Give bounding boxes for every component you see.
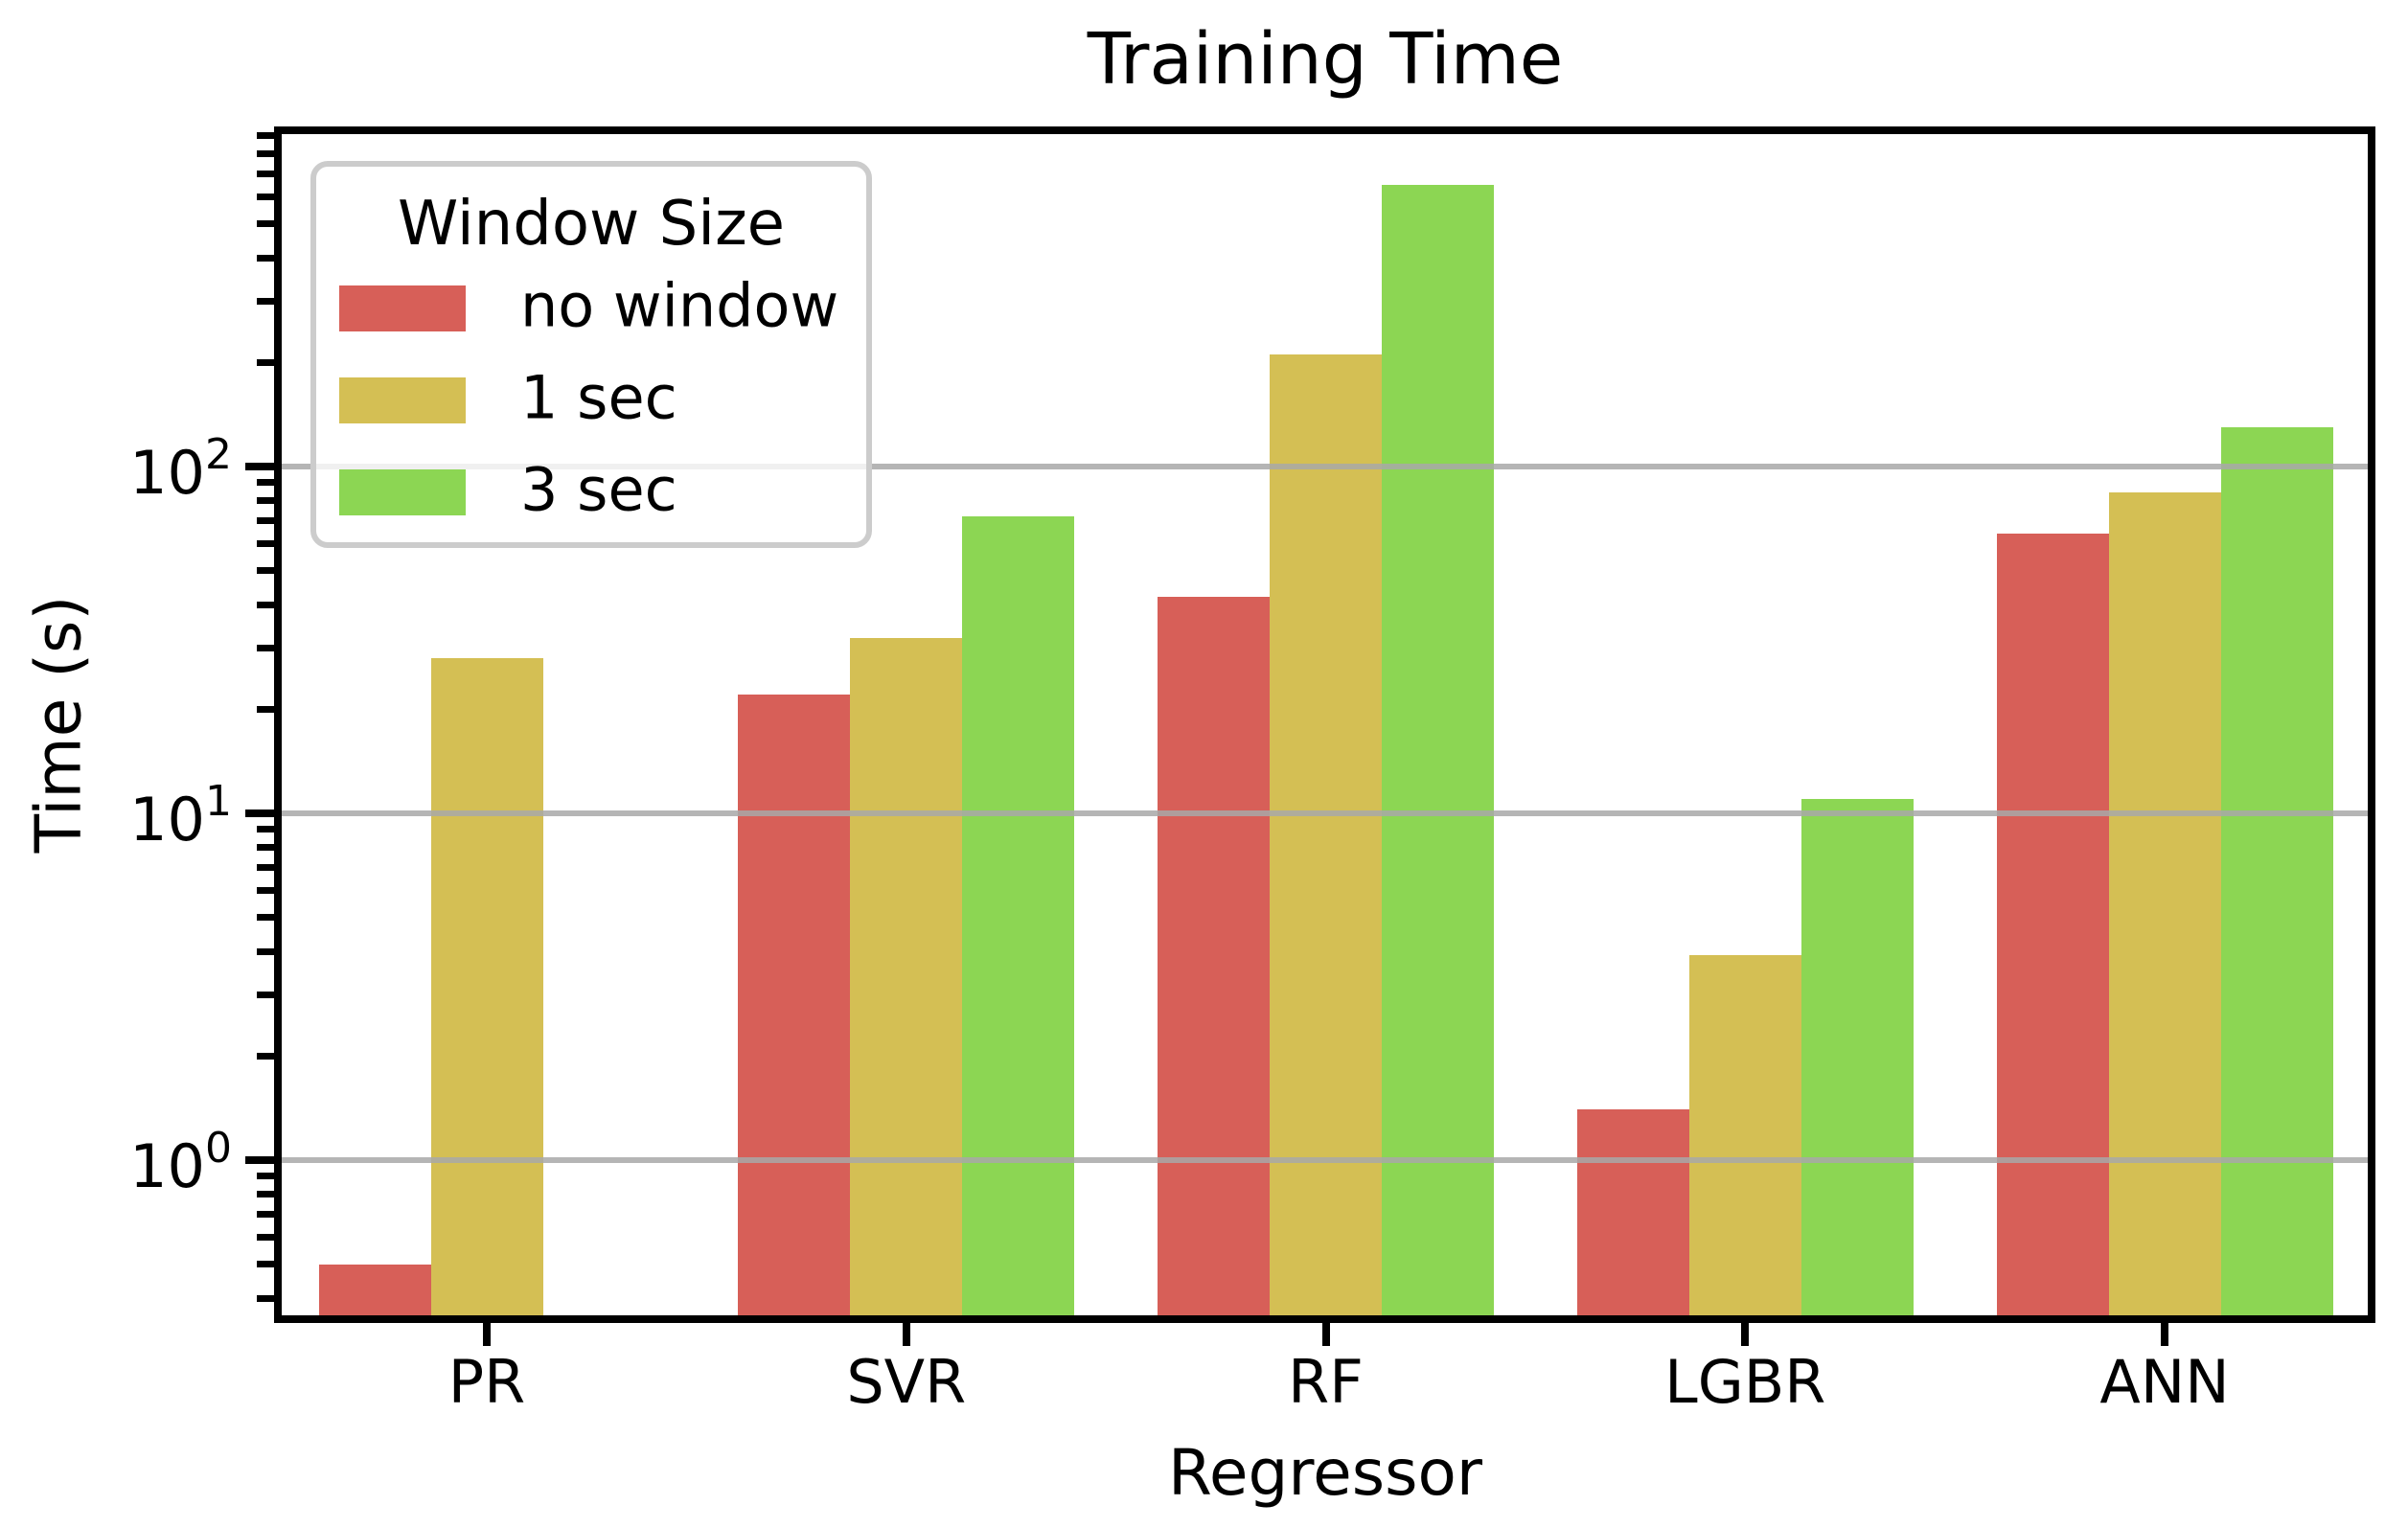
bar-SVR-1-sec <box>850 638 963 1315</box>
legend-title: Window Size <box>397 189 786 260</box>
y-minor-tick <box>257 1261 274 1268</box>
y-minor-tick <box>257 193 274 200</box>
y-tick-label-1e2: 102 <box>129 430 232 508</box>
y-minor-tick <box>257 886 274 894</box>
x-tick-ANN <box>2161 1323 2168 1346</box>
legend-label-3-sec: 3 sec <box>520 454 677 525</box>
y-minor-tick <box>257 1190 274 1197</box>
legend-item-no-window: no window <box>339 276 857 335</box>
bar-SVR-no-window <box>738 695 851 1315</box>
bar-LGBR-1-sec <box>1688 955 1801 1315</box>
y-minor-tick <box>257 567 274 575</box>
y-minor-tick <box>257 1233 274 1241</box>
y-minor-tick <box>257 297 274 305</box>
x-tick-label-ANN: ANN <box>2099 1347 2230 1417</box>
x-axis-label: Regressor <box>1168 1436 1482 1510</box>
y-minor-tick <box>257 516 274 524</box>
legend-label-1-sec: 1 sec <box>520 362 677 433</box>
y-minor-tick <box>257 149 274 157</box>
y-minor-tick <box>257 914 274 922</box>
y-minor-tick <box>257 1210 274 1218</box>
y-minor-tick <box>257 947 274 955</box>
x-tick-label-SVR: SVR <box>846 1347 967 1417</box>
y-minor-tick <box>257 644 274 651</box>
y-minor-tick <box>257 991 274 998</box>
y-minor-tick <box>257 254 274 262</box>
bar-PR-no-window <box>318 1264 431 1315</box>
y-major-tick-1e0 <box>245 1156 274 1164</box>
x-tick-RF <box>1321 1323 1330 1346</box>
legend-label-no-window: no window <box>520 270 839 341</box>
legend-swatch-1-sec <box>339 377 466 423</box>
y-minor-tick <box>257 1052 274 1060</box>
y-major-tick-1e2 <box>245 463 274 470</box>
y-minor-tick <box>257 601 274 608</box>
legend-swatch-no-window <box>339 285 466 331</box>
y-tick-label-1e0: 100 <box>129 1124 232 1201</box>
bar-ANN-no-window <box>1996 534 2109 1315</box>
y-minor-tick <box>257 479 274 487</box>
gridline-1e1 <box>282 810 2368 816</box>
bar-ANN-3-sec <box>2220 426 2333 1315</box>
bar-ANN-1-sec <box>2108 492 2221 1315</box>
y-major-tick-1e1 <box>245 810 274 817</box>
y-minor-tick <box>257 496 274 504</box>
y-minor-tick <box>257 705 274 713</box>
y-minor-tick <box>257 863 274 871</box>
legend: Window Size no window 1 sec 3 sec <box>310 161 872 548</box>
y-minor-tick <box>257 170 274 177</box>
bar-RF-3-sec <box>1382 184 1494 1315</box>
bar-PR-1-sec <box>430 658 543 1315</box>
legend-item-3-sec: 3 sec <box>339 460 857 519</box>
y-minor-tick <box>257 358 274 366</box>
y-tick-label-1e1: 101 <box>129 777 232 855</box>
x-tick-label-RF: RF <box>1288 1347 1364 1417</box>
bar-RF-1-sec <box>1270 354 1382 1315</box>
x-tick-label-LGBR: LGBR <box>1664 1347 1826 1417</box>
x-tick-SVR <box>902 1323 910 1346</box>
bar-SVR-3-sec <box>962 515 1075 1315</box>
gridline-1e0 <box>282 1157 2368 1163</box>
y-minor-tick <box>257 539 274 547</box>
y-minor-tick <box>257 132 274 140</box>
legend-swatch-3-sec <box>339 469 466 515</box>
x-tick-PR <box>483 1323 491 1346</box>
bar-RF-no-window <box>1158 597 1270 1315</box>
x-tick-label-PR: PR <box>447 1347 526 1417</box>
legend-item-1-sec: 1 sec <box>339 368 857 427</box>
y-minor-tick <box>257 220 274 228</box>
y-minor-tick <box>257 843 274 851</box>
y-minor-tick <box>257 1173 274 1180</box>
chart-title: Training Time <box>1087 18 1564 101</box>
bar-LGBR-3-sec <box>1800 799 1914 1315</box>
gridline-1e2 <box>282 464 2368 469</box>
x-tick-LGBR <box>1741 1323 1750 1346</box>
y-minor-tick <box>257 826 274 833</box>
bar-LGBR-no-window <box>1576 1109 1689 1315</box>
y-minor-tick <box>257 1294 274 1302</box>
